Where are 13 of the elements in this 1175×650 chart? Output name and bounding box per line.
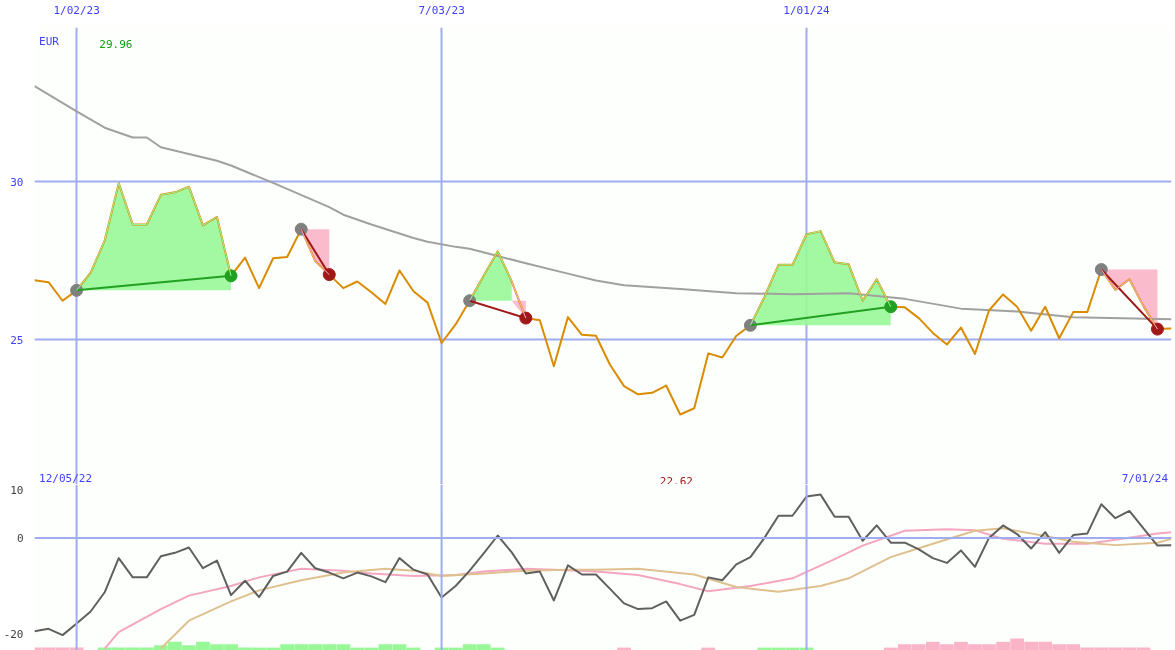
annotation: 7/01/24 bbox=[1121, 471, 1169, 485]
y-tick-label: 10 bbox=[10, 483, 24, 497]
annotation: EUR bbox=[39, 35, 60, 49]
annotation: 29.96 bbox=[99, 38, 133, 52]
x-tick-label: 1/01/24 bbox=[783, 3, 831, 17]
y-tick-label: -20 bbox=[3, 628, 24, 642]
y-tick-label: 25 bbox=[10, 333, 24, 347]
x-tick-label: 7/03/23 bbox=[418, 3, 465, 17]
annotation: 12/05/22 bbox=[39, 471, 93, 485]
x-tick-label: 1/02/23 bbox=[53, 3, 100, 17]
annotation: 22.62 bbox=[659, 474, 693, 488]
y-tick-label: 30 bbox=[10, 175, 24, 189]
y-tick-label: 0 bbox=[16, 531, 24, 545]
